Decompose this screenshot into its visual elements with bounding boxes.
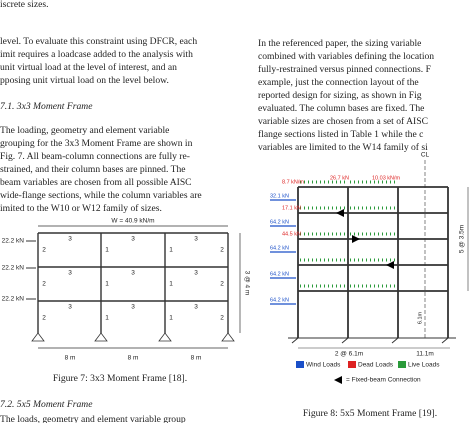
text-line: wide-flange sections, while the column v… [0,190,202,201]
text-line: evaluated. The column bases are fixed. T… [258,103,424,114]
text-line: unit virtual load at the level of intere… [0,62,177,73]
dead-load: 10.03 kN/m [372,175,401,181]
text-line: level. To evaluate this constraint using… [0,36,197,47]
wind-load: 64.2 kN [270,297,289,303]
dimension: 3 @ 4 m [243,271,250,296]
wind-load: 64.2 kN [270,245,289,251]
figure-caption: Figure 7: 3x3 Moment Frame [18]. [53,373,187,384]
dead-load: 17.1 kN [282,205,301,211]
legend-label: Live Loads [408,362,440,369]
wind-load: 64.2 kN [270,271,289,277]
column-label: 2 [42,315,46,322]
text-line: strained, and their column bases are pin… [0,164,186,175]
column-label: 2 [42,281,46,288]
text-line: imit requires a loadcase added to the an… [0,49,193,60]
text-line: Fig. 7. All beam-column connections are … [0,151,190,162]
text-line: combined with variables defining the loc… [258,51,434,62]
dead-load: 26.7 kN [330,175,349,181]
column-label: 1 [105,281,109,288]
dimension: 6.1m [417,311,423,324]
column-label: 2 [220,281,224,288]
column-label: 2 [220,315,224,322]
dimension: 8 m [128,355,139,362]
column-label: 2 [220,247,224,254]
beam-label: 3 [194,304,198,311]
beam-label: 3 [131,236,135,243]
beam-label: 3 [68,270,72,277]
column-label: 1 [105,315,109,322]
beam-label: 3 [68,304,72,311]
dimension: 5 @ 3.5m [459,225,466,253]
text-line: flange sections listed in Table 1 while … [258,129,423,140]
text-line: variables are limited to the W14 family … [258,142,428,153]
lateral-load: 22.2 kN [2,238,25,245]
text-line: iscrete sizes. [0,0,48,10]
text-line: reported design for sizing, as shown in … [258,90,422,101]
text-line: The loading, geometry and element variab… [0,125,169,136]
beam-label: 3 [68,236,72,243]
text-line: In the referenced paper, the sizing vari… [258,38,421,49]
text-line: variable sizes are chosen from a set of … [258,116,428,127]
column-label: 1 [105,247,109,254]
figure-8-frame [270,160,469,349]
legend-label: Dead Loads [358,362,394,369]
wind-load: 32.1 kN [270,193,289,199]
load-label: W = 40.9 kN/m [111,218,154,225]
figure-7-frame [26,225,241,349]
section-heading: 7.2. 5x5 Moment Frame [0,399,93,410]
fixed-connections [296,209,406,384]
dimension: 2 @ 6.1m [335,351,363,358]
dead-load: 8.7 kN/m [282,179,304,185]
dimension: 11.1m [416,351,434,358]
text-line: imited to the W10 or W12 family of sizes… [0,203,162,214]
legend-label: Wind Loads [306,362,341,369]
column-label: 1 [169,247,173,254]
centerline: CL [421,152,430,159]
dimension: 8 m [65,355,76,362]
beam-label: 3 [131,304,135,311]
column-label: 1 [169,281,173,288]
dimension: 8 m [191,355,202,362]
beam-label: 3 [194,270,198,277]
lateral-load: 22.2 kN [2,296,25,303]
text-line: fully-restrained versus pinned connectio… [258,64,431,75]
dead-load: 44.5 kN [282,231,301,237]
wind-load: 64.2 kN [270,219,289,225]
column-label: 1 [169,315,173,322]
text-line: example, just the connection layout of t… [258,77,419,88]
section-heading: 7.1. 3x3 Moment Frame [0,101,93,112]
text-line: pposing unit virtual load on the level b… [0,75,169,86]
lateral-load: 22.2 kN [2,265,25,272]
figure-caption: Figure 8: 5x5 Moment Frame [19]. [303,408,437,419]
text-line: grouping for the 3x3 Moment Frame are sh… [0,138,193,149]
text-line: The loads, geometry and element variable… [0,414,186,423]
beam-label: 3 [131,270,135,277]
text-line: beam variables are chosen from all possi… [0,177,192,188]
beam-label: 3 [194,236,198,243]
column-label: 2 [42,247,46,254]
legend-label: = Fixed-beam Connection [346,377,421,384]
